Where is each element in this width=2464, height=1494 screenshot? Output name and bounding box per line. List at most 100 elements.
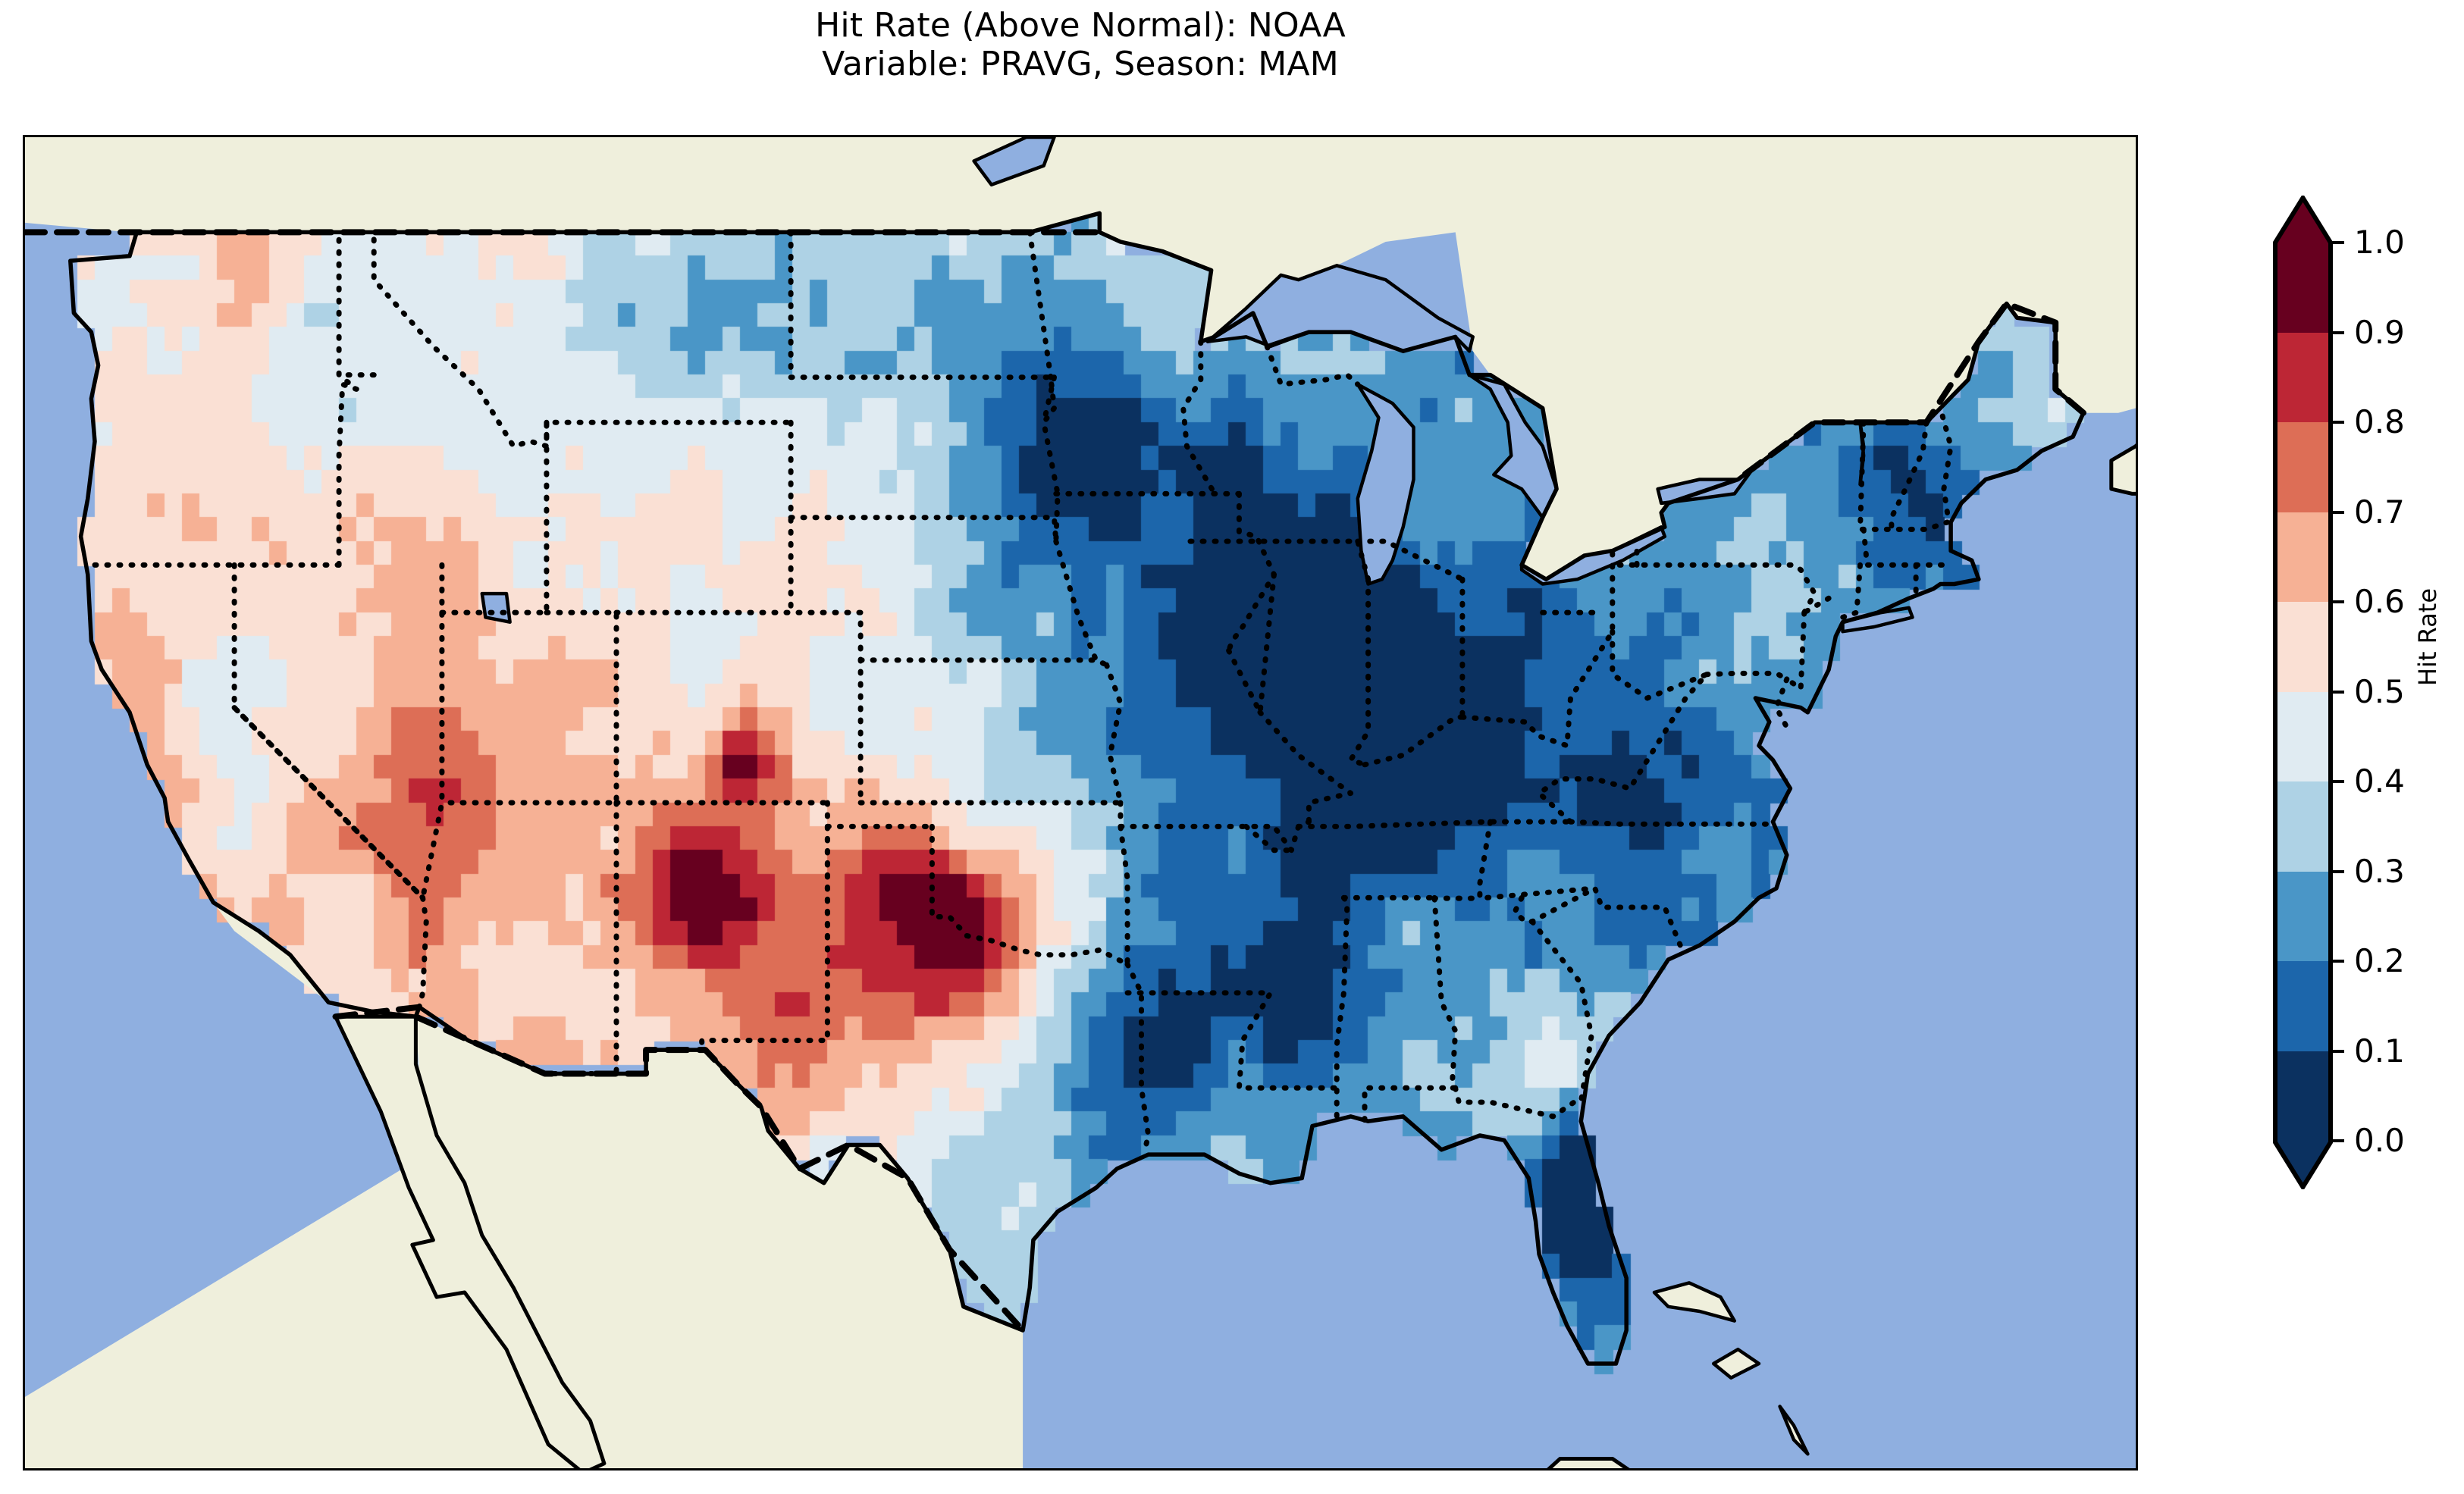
- lake-outline-salt: [480, 591, 512, 624]
- state-boundary-3: [420, 562, 445, 900]
- state-boundary-47: [1512, 885, 1598, 925]
- state-boundary-2: [231, 562, 426, 900]
- lake-outline-superior: [1205, 264, 1475, 353]
- lake-superior: [1208, 265, 1473, 352]
- state-boundary-53: [1453, 1085, 1581, 1120]
- geo-line-layer: [25, 137, 2136, 1468]
- state-boundary-30: [1459, 548, 1616, 749]
- tick-label: 0.8: [2354, 403, 2405, 440]
- state-boundary-28: [1348, 576, 1372, 768]
- state-boundary-6: [439, 609, 619, 806]
- usa-mexico-border: [332, 1004, 1027, 1334]
- mexico-landmass: [25, 902, 1024, 1468]
- state-boundary-33: [1568, 819, 1779, 827]
- state-boundary-1: [336, 229, 359, 568]
- state-boundary-5: [371, 229, 550, 449]
- state-boundary-43: [1937, 406, 1954, 515]
- tick-label: 0.5: [2354, 672, 2405, 710]
- tick-label: 1.0: [2354, 224, 2405, 261]
- state-boundary-45: [1431, 894, 1483, 901]
- state-boundary-19: [1118, 800, 1130, 967]
- state-boundary-64: [1180, 339, 1218, 496]
- map-stage: [25, 137, 2136, 1468]
- state-boundary-22: [1053, 538, 1099, 663]
- state-boundary-37: [1610, 562, 1818, 615]
- tick-label: 0.1: [2354, 1032, 2405, 1070]
- state-boundary-66: [1610, 628, 1710, 701]
- colorbar-ticks: 1.0 0.9 0.8 0.7 0.6 0.5 0.4 0.3 0.2 0.1 0.0: [2240, 136, 2460, 1349]
- map-panel[interactable]: [23, 135, 2138, 1471]
- baja-california-landmass: [335, 1016, 604, 1468]
- state-boundary-4: [439, 419, 794, 615]
- tick-label: 0.9: [2354, 313, 2405, 351]
- state-boundary-52: [1124, 990, 1340, 1091]
- tick-mark: [2331, 780, 2344, 783]
- tick-mark: [2331, 1139, 2344, 1142]
- state-boundary-36: [1773, 676, 1793, 737]
- tick-mark: [2331, 421, 2344, 424]
- state-boundary-40: [1861, 526, 1947, 568]
- state-boundary-59: [416, 894, 429, 1010]
- lake-huron: [1469, 374, 1557, 518]
- state-boundary-71: [1257, 572, 1277, 716]
- state-boundary-62: [1027, 229, 1054, 381]
- tick-label: 0.6: [2354, 583, 2405, 620]
- bahamas-island-0: [1654, 1283, 1735, 1321]
- cuba-landmass: [1549, 1458, 1627, 1468]
- state-boundary-31: [1362, 714, 1466, 768]
- tick-mark: [2331, 960, 2344, 963]
- tick-label: 0.4: [2354, 763, 2405, 800]
- state-boundary-20: [1118, 819, 1312, 853]
- state-boundary-26: [1355, 538, 1466, 582]
- state-boundary-21: [1104, 662, 1124, 806]
- cuba-coastline: [1547, 1457, 1630, 1468]
- geography-overlay: [25, 137, 2136, 1468]
- tick-mark: [2331, 869, 2344, 873]
- state-boundary-34: [1536, 672, 1710, 825]
- tick-mark: [2331, 510, 2344, 514]
- title-line-1: Hit Rate (Above Normal): NOAA: [815, 6, 1346, 45]
- lake-outline-erie: [1519, 525, 1667, 586]
- state-boundary-16: [699, 800, 830, 1053]
- tick-label: 0.0: [2354, 1122, 2405, 1159]
- lake-outline-huron: [1467, 373, 1559, 519]
- state-boundary-13: [857, 657, 1109, 668]
- baja-coastline: [334, 1014, 607, 1468]
- state-boundary-51: [1243, 823, 1294, 853]
- state-boundary-63: [1264, 343, 1361, 387]
- tick-label: 0.7: [2354, 493, 2405, 531]
- state-boundary-55: [1124, 961, 1152, 1153]
- state-boundary-27: [1257, 709, 1354, 825]
- state-boundary-15: [929, 823, 1130, 967]
- state-boundary-32: [1296, 819, 1573, 829]
- state-boundary-38: [1840, 562, 1863, 620]
- title-line-2: Variable: PRAVG, Season: MAM: [822, 45, 1339, 84]
- bahamas-coastline-2: [1778, 1405, 1810, 1456]
- state-boundary-35: [1704, 670, 1790, 682]
- tick-mark: [2331, 690, 2344, 694]
- usa-canada-border-east: [1735, 300, 2086, 483]
- colorbar[interactable]: 1.0 0.9 0.8 0.7 0.6 0.5 0.4 0.3 0.2 0.1 0.0 Hit Ra…: [2240, 136, 2460, 1349]
- lake-outline-winnipeg: [972, 137, 1056, 186]
- state-boundary-68: [1801, 595, 1832, 615]
- chart-title: Hit Rate (Above Normal): NOAA Variable: …: [0, 6, 2161, 83]
- lake-winnipeg: [973, 137, 1055, 185]
- tick-label: 0.3: [2354, 852, 2405, 890]
- state-boundary-54: [1362, 1085, 1459, 1124]
- long-island-coastline: [1841, 606, 1914, 634]
- geo-fill-layer: [25, 137, 2136, 1468]
- state-boundary-39: [1857, 419, 1950, 532]
- state-boundary-72: [1226, 647, 1263, 716]
- state-boundary-11: [788, 374, 1061, 544]
- colorbar-axis-label: Hit Rate: [2413, 587, 2442, 686]
- lake-outline-michigan: [1356, 382, 1415, 586]
- state-boundary-8: [613, 609, 864, 806]
- tick-mark: [2331, 241, 2344, 244]
- bahamas-coastline-1: [1711, 1347, 1761, 1380]
- tick-mark: [2331, 330, 2344, 334]
- tick-mark: [2331, 600, 2344, 603]
- state-boundary-50: [1334, 894, 1350, 1120]
- state-boundary-58: [231, 705, 426, 900]
- lake-michigan: [1357, 384, 1414, 584]
- state-boundary-24: [1226, 490, 1277, 653]
